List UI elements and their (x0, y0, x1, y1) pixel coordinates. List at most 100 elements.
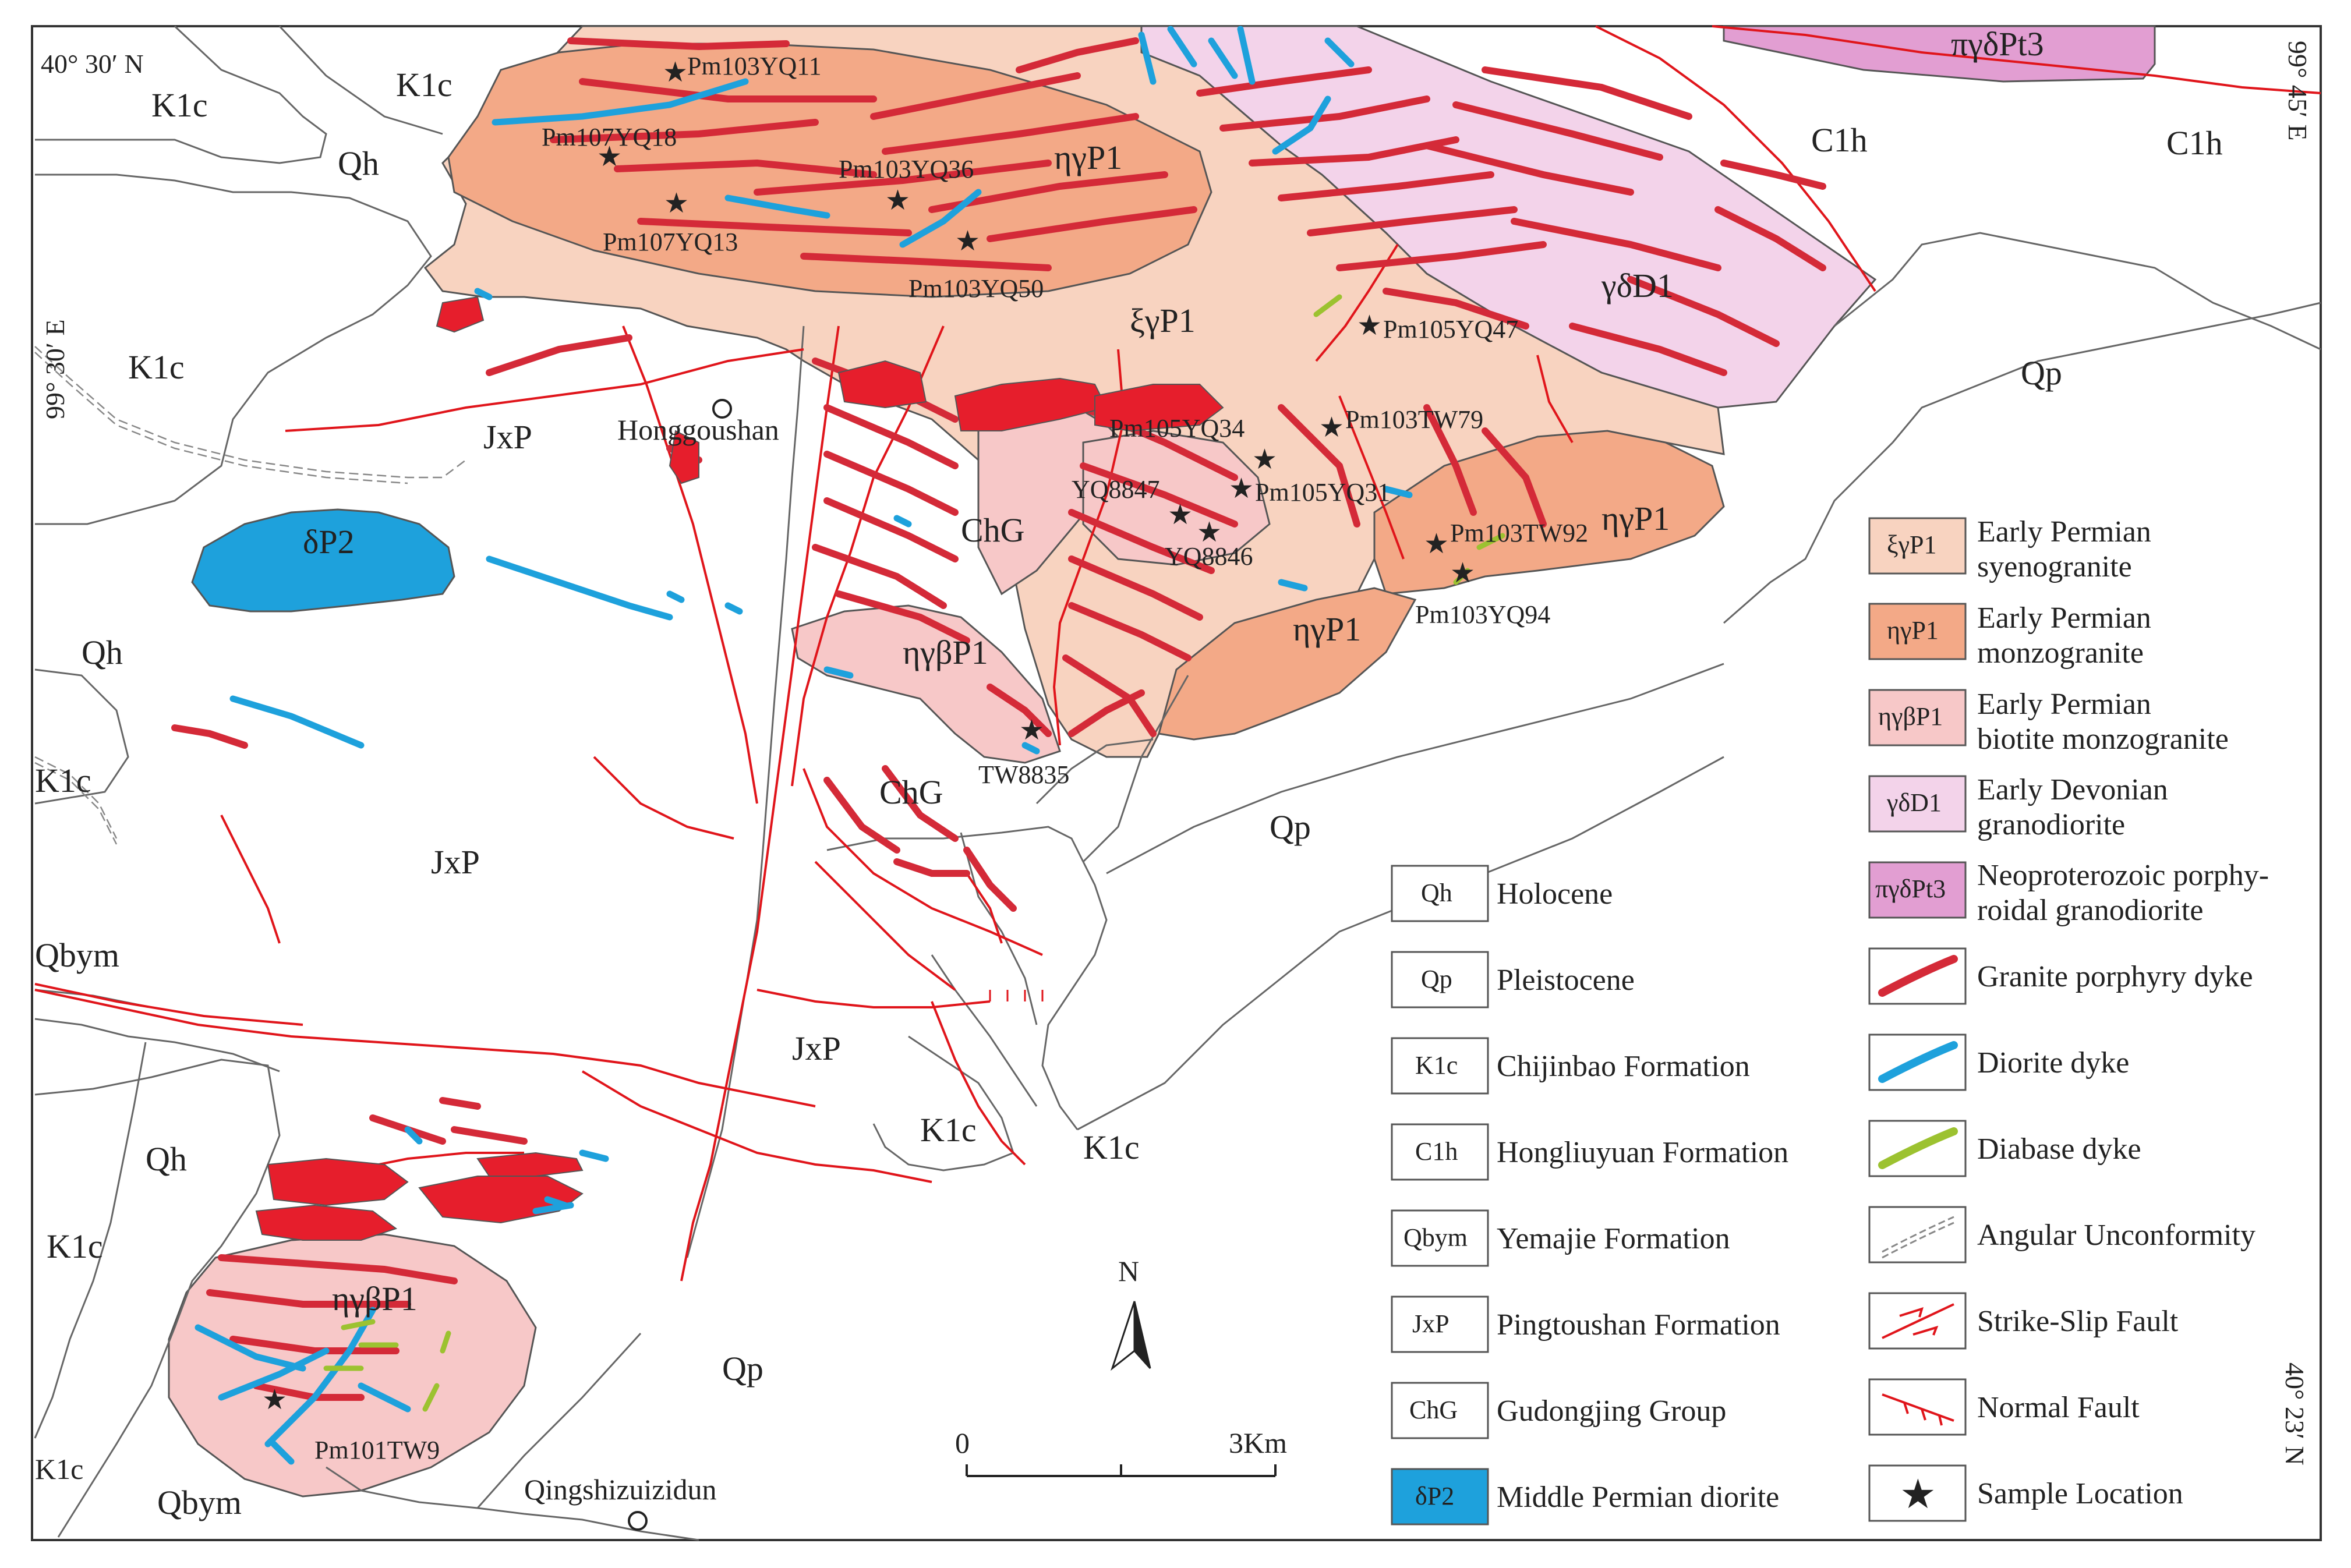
star-pm103tw92: ★ (1424, 529, 1449, 560)
legend-box-monzogranite (1868, 603, 1967, 660)
legend-left: Qh Holocene Qp Pleistocene K1c Chijinbao… (1391, 865, 1788, 1525)
label-delta-p2: δP2 (303, 523, 355, 561)
label-chg-b: ChG (879, 773, 943, 811)
legend-right: ξγP1 Early Permian syenogranite ηγP1 Ear… (1868, 515, 2269, 1522)
unit-eta-gamma-p1-south (1158, 587, 1417, 741)
sample-pm105yq34: Pm105YQ34 (1109, 414, 1245, 443)
legend-code-granodiorite: γδD1 (1886, 788, 1942, 817)
legend-code-biotite-monzogranite: ηγβP1 (1878, 702, 1943, 731)
legend-code-qp: Qp (1421, 965, 1452, 993)
legend-label-qbym: Yemajie Formation (1497, 1222, 1730, 1255)
sample-locations: ★ Pm103YQ11 ★ Pm107YQ18 ★ Pm103YQ36 ★ Pm… (262, 52, 1588, 1464)
legend-code-qbym: Qbym (1403, 1223, 1468, 1252)
label-k1c-b: K1c (396, 66, 452, 104)
honggoushan-marker (712, 399, 732, 419)
legend-label-qp: Pleistocene (1497, 964, 1635, 997)
north-arrow: N (1111, 1255, 1151, 1371)
legend-code-monzogranite: ηγP1 (1887, 616, 1939, 645)
legend-line2-biotite-monzogranite: biotite monzogranite (1977, 723, 2229, 756)
legend-code-jxp: JxP (1412, 1309, 1450, 1338)
scale-bar: 0 3Km (955, 1427, 1287, 1477)
label-k1c-h: K1c (1083, 1128, 1140, 1166)
label-qh-c: Qh (146, 1140, 187, 1178)
legend-code-porphyroidal-granodiorite: πγδPt3 (1875, 875, 1946, 903)
label-c1h-b: C1h (2166, 124, 2223, 162)
legend-label-k1c: Chijinbao Formation (1497, 1050, 1750, 1083)
label-c1h-a: C1h (1811, 121, 1868, 159)
star-pm105yq34: ★ (1252, 444, 1277, 475)
label-pi-gamma-delta-pt3: πγδPt3 (1951, 25, 2044, 63)
legend-code-qh: Qh (1421, 879, 1452, 907)
legend-line1-biotite-monzogranite: Early Permian (1977, 688, 2151, 721)
label-eta-gamma-beta-p1-a: ηγβP1 (903, 633, 988, 671)
sample-pm107yq13: Pm107YQ13 (603, 228, 738, 256)
legend-code-c1h: C1h (1415, 1137, 1458, 1166)
legend-label-c1h: Hongliuyuan Formation (1497, 1136, 1788, 1169)
legend-line1-monzogranite: Early Permian (1977, 601, 2151, 635)
diabase-dykes (323, 294, 1505, 1412)
legend-label-strike-slip-fault: Strike-Slip Fault (1977, 1305, 2179, 1338)
sample-tw8835: TW8835 (978, 760, 1069, 789)
label-k1c-c: K1c (128, 348, 185, 386)
diorite-dykes (195, 26, 1413, 1465)
legend-label-granite-dyke: Granite porphyry dyke (1977, 960, 2253, 993)
legend-line2-granodiorite: granodiorite (1977, 808, 2125, 841)
granite-porphyry-bodies (255, 296, 1224, 1241)
coord-bottom-right-vertical: 40° 23′ N (2280, 1362, 2310, 1466)
legend-line2-monzogranite: monzogranite (1977, 636, 2144, 670)
sample-pm103yq11: Pm103YQ11 (687, 52, 822, 80)
granite-porphyry-dykes (171, 37, 1826, 1401)
legend-box-jxp (1391, 1296, 1489, 1353)
sample-pm105yq31: Pm105YQ31 (1255, 478, 1390, 507)
normal-fault-icon (1882, 1393, 1954, 1426)
qingshizuizidun-marker (628, 1511, 648, 1531)
label-qp-c: Qp (722, 1350, 763, 1388)
legend-line1-granodiorite: Early Devonian (1977, 773, 2168, 806)
label-eta-gamma-p1-a: ηγP1 (1054, 139, 1122, 176)
formation-boundaries (34, 25, 2321, 1541)
label-eta-gamma-p1-c: ηγP1 (1293, 610, 1361, 648)
place-qingshizuizidun: Qingshizuizidun (524, 1473, 717, 1506)
label-jxp-b: JxP (431, 843, 480, 881)
legend-label-sample-location: Sample Location (1977, 1477, 2183, 1510)
label-k1c-a: K1c (151, 86, 208, 124)
legend-label-normal-fault: Normal Fault (1977, 1391, 2140, 1424)
label-k1c-d: K1c (35, 762, 91, 799)
legend-box-qp (1391, 951, 1489, 1008)
label-jxp-c: JxP (792, 1029, 841, 1067)
legend-box-granodiorite (1868, 775, 1967, 833)
unit-delta-p2 (191, 508, 455, 613)
sample-pm103yq36: Pm103YQ36 (839, 155, 974, 183)
sample-pm103yq94: Pm103YQ94 (1415, 600, 1550, 629)
unit-eta-gamma-beta-p1-central (791, 604, 1061, 764)
legend-line2-porphyroidal-granodiorite: roidal granodiorite (1977, 894, 2203, 927)
star-pm103yq11: ★ (663, 57, 688, 88)
label-qh-b: Qh (82, 633, 123, 671)
star-yq8847: ★ (1168, 500, 1193, 530)
star-pm107yq18: ★ (597, 141, 622, 172)
label-xi-gamma-p1: ξγP1 (1130, 302, 1196, 339)
diorite-dyke-icon (1878, 1041, 1958, 1083)
label-k1c-g: K1c (920, 1111, 977, 1149)
legend-code-chg: ChG (1409, 1396, 1458, 1424)
diabase-dyke-icon (1878, 1127, 1958, 1169)
label-eta-gamma-beta-p1-b: ηγβP1 (332, 1280, 418, 1318)
legend-label-dp2: Middle Permian diorite (1497, 1481, 1779, 1514)
label-qh-a: Qh (338, 144, 379, 182)
label-jxp-a: JxP (483, 418, 532, 456)
label-qp-a: Qp (2021, 354, 2062, 392)
legend-box-syenogranite (1868, 517, 1967, 575)
scale-end: 3Km (1229, 1427, 1287, 1459)
label-eta-gamma-p1-b: ηγP1 (1601, 500, 1670, 537)
sample-pm105yq47: Pm105YQ47 (1383, 315, 1518, 344)
legend-box-qh (1391, 865, 1489, 922)
legend-label-qh: Holocene (1497, 877, 1613, 911)
coord-left-vertical: 99° 30′ E (40, 319, 70, 419)
label-qbym-b: Qbym (157, 1484, 242, 1521)
label-qbym-a: Qbym (35, 936, 119, 974)
granite-dyke-icon (1878, 955, 1958, 997)
legend-label-angular-unconformity: Angular Unconformity (1977, 1219, 2255, 1252)
legend-box-c1h (1391, 1123, 1489, 1181)
star-pm107yq13: ★ (664, 188, 689, 219)
